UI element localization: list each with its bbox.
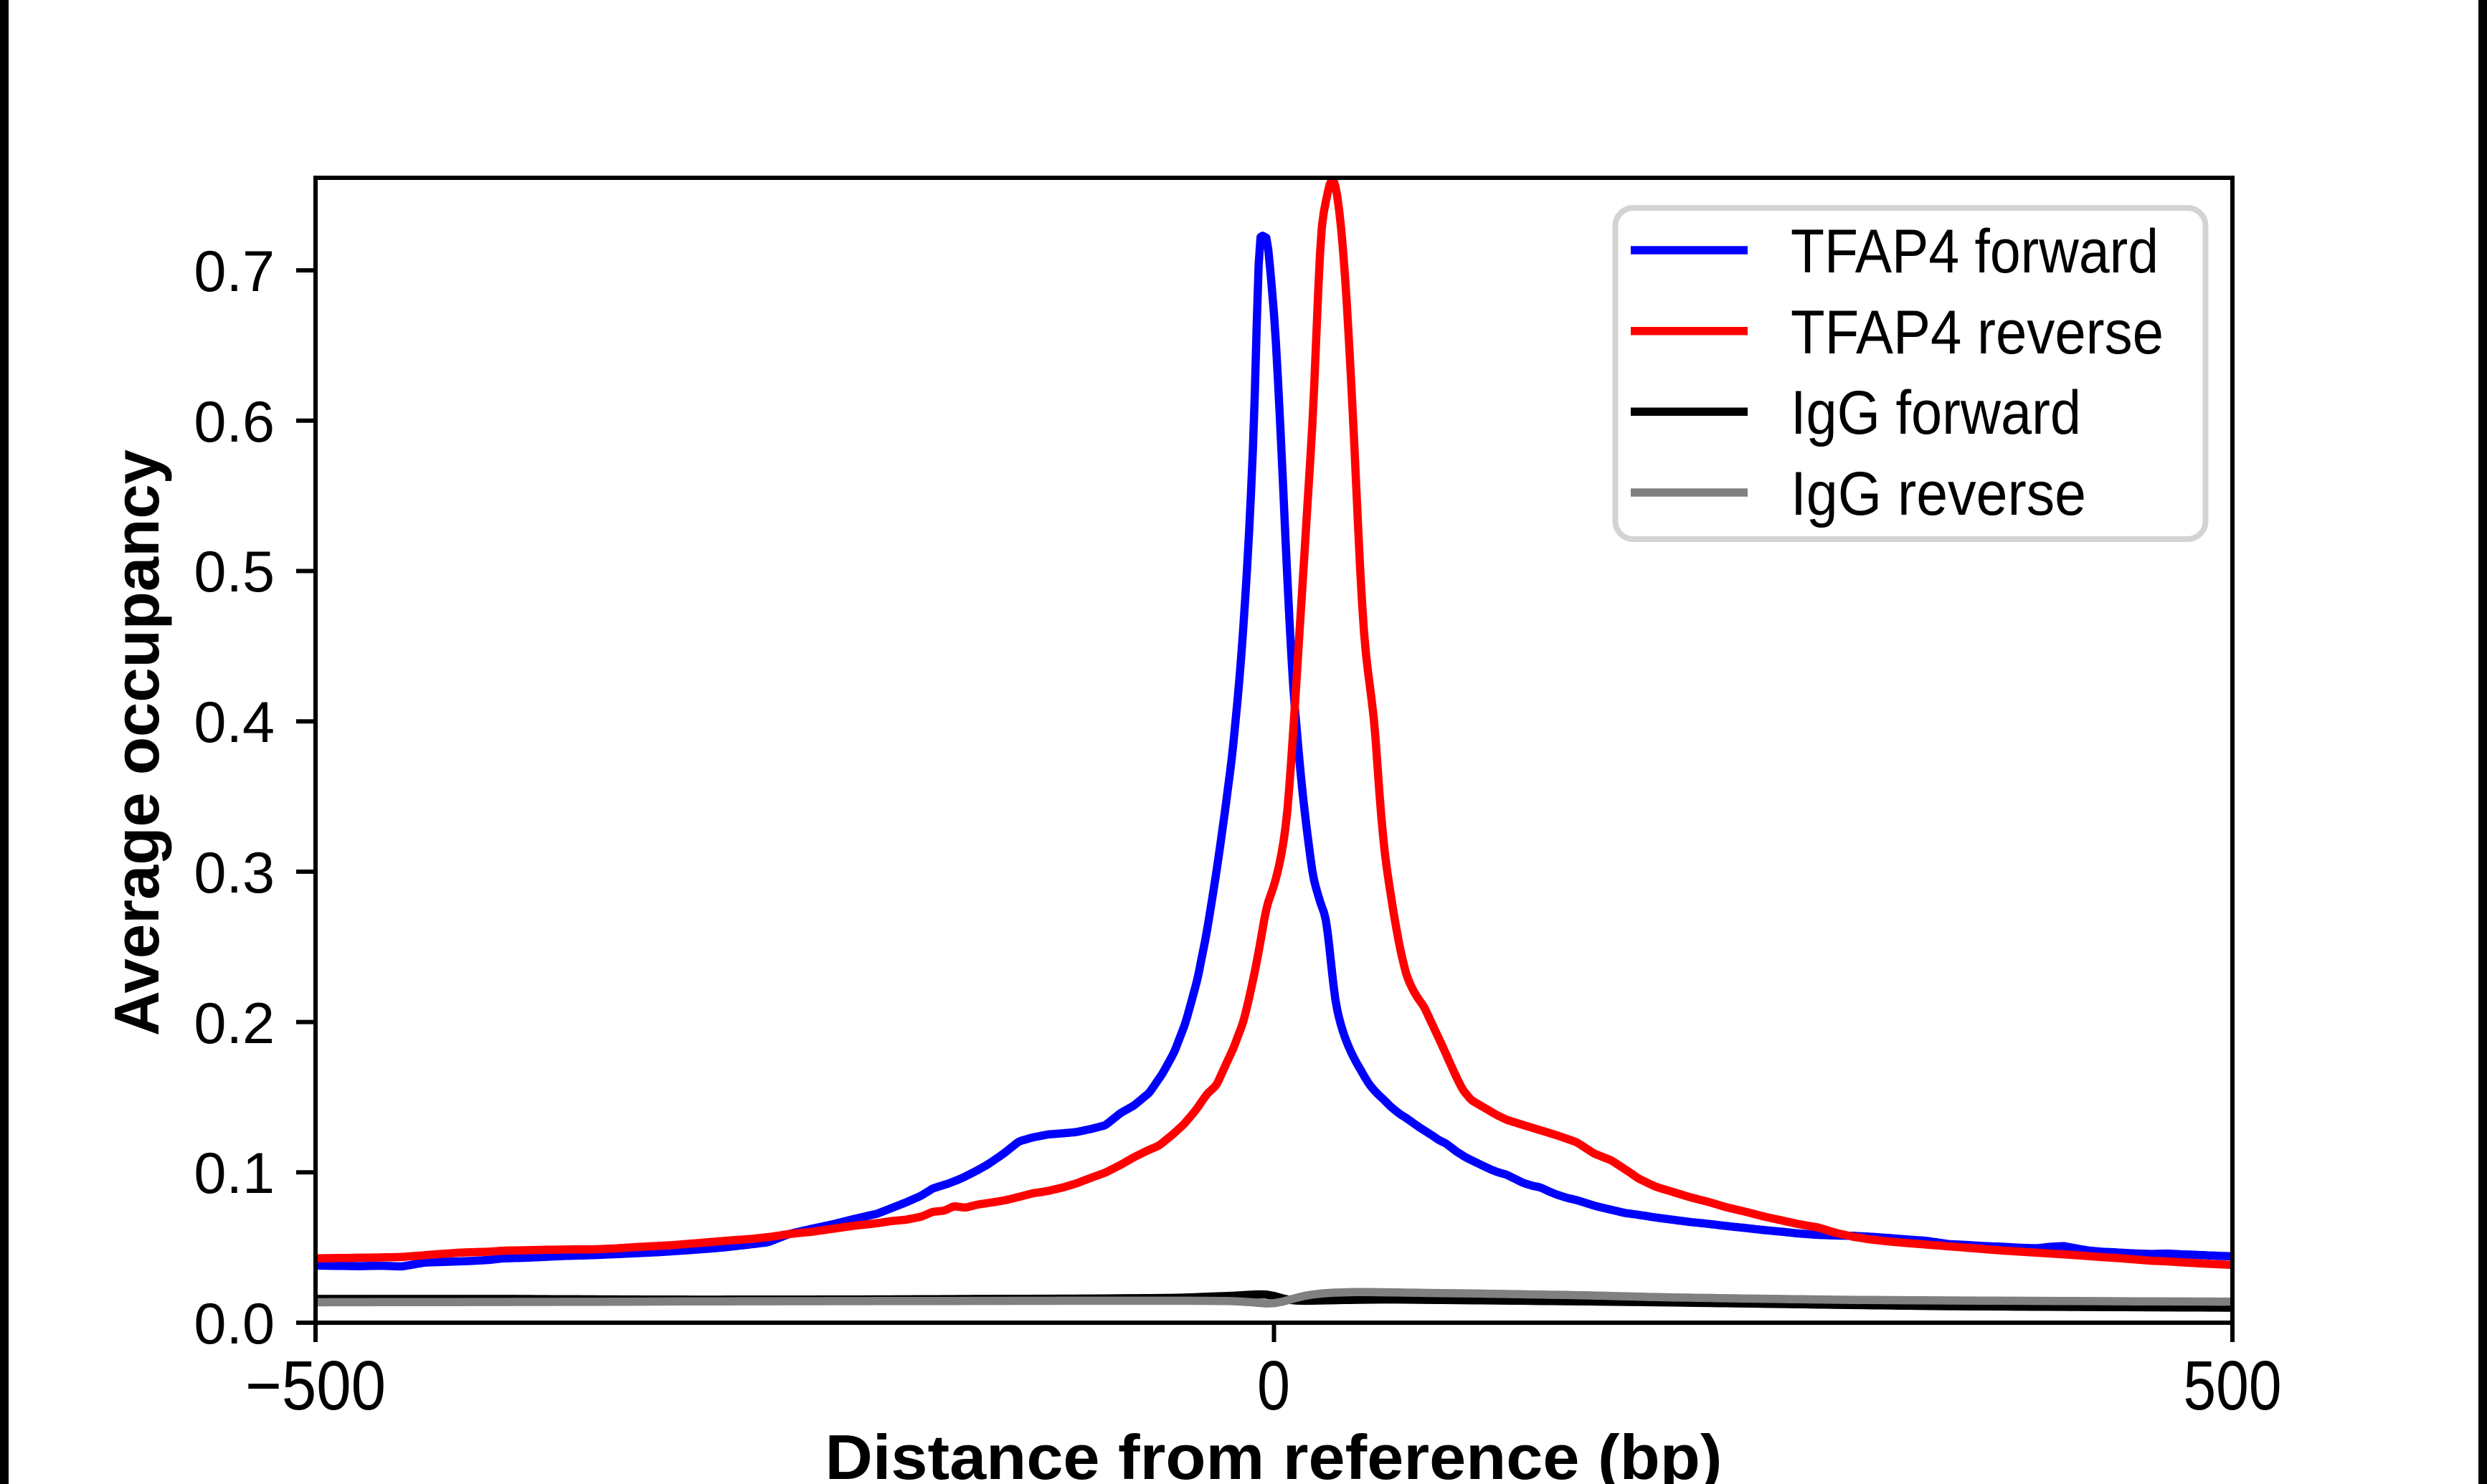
svg-text:500: 500 [2184,1346,2282,1424]
svg-text:TFAP4 forward: TFAP4 forward [1791,217,2159,286]
svg-text:Distance from reference (bp): Distance from reference (bp) [825,1422,1723,1484]
svg-text:0.6: 0.6 [194,390,275,455]
svg-text:0.2: 0.2 [194,991,275,1056]
svg-text:0.7: 0.7 [194,239,275,304]
svg-text:0.4: 0.4 [194,690,275,755]
svg-text:IgG forward: IgG forward [1791,379,2081,447]
svg-text:−500: −500 [245,1346,386,1424]
svg-text:0.5: 0.5 [194,540,275,604]
svg-text:Average occupancy: Average occupancy [101,450,172,1036]
svg-text:TFAP4 reverse: TFAP4 reverse [1791,298,2164,367]
svg-text:0: 0 [1257,1346,1290,1424]
svg-text:0.0: 0.0 [194,1292,275,1356]
svg-text:IgG reverse: IgG reverse [1791,460,2086,528]
svg-text:0.1: 0.1 [194,1141,275,1206]
svg-text:0.3: 0.3 [194,841,275,905]
